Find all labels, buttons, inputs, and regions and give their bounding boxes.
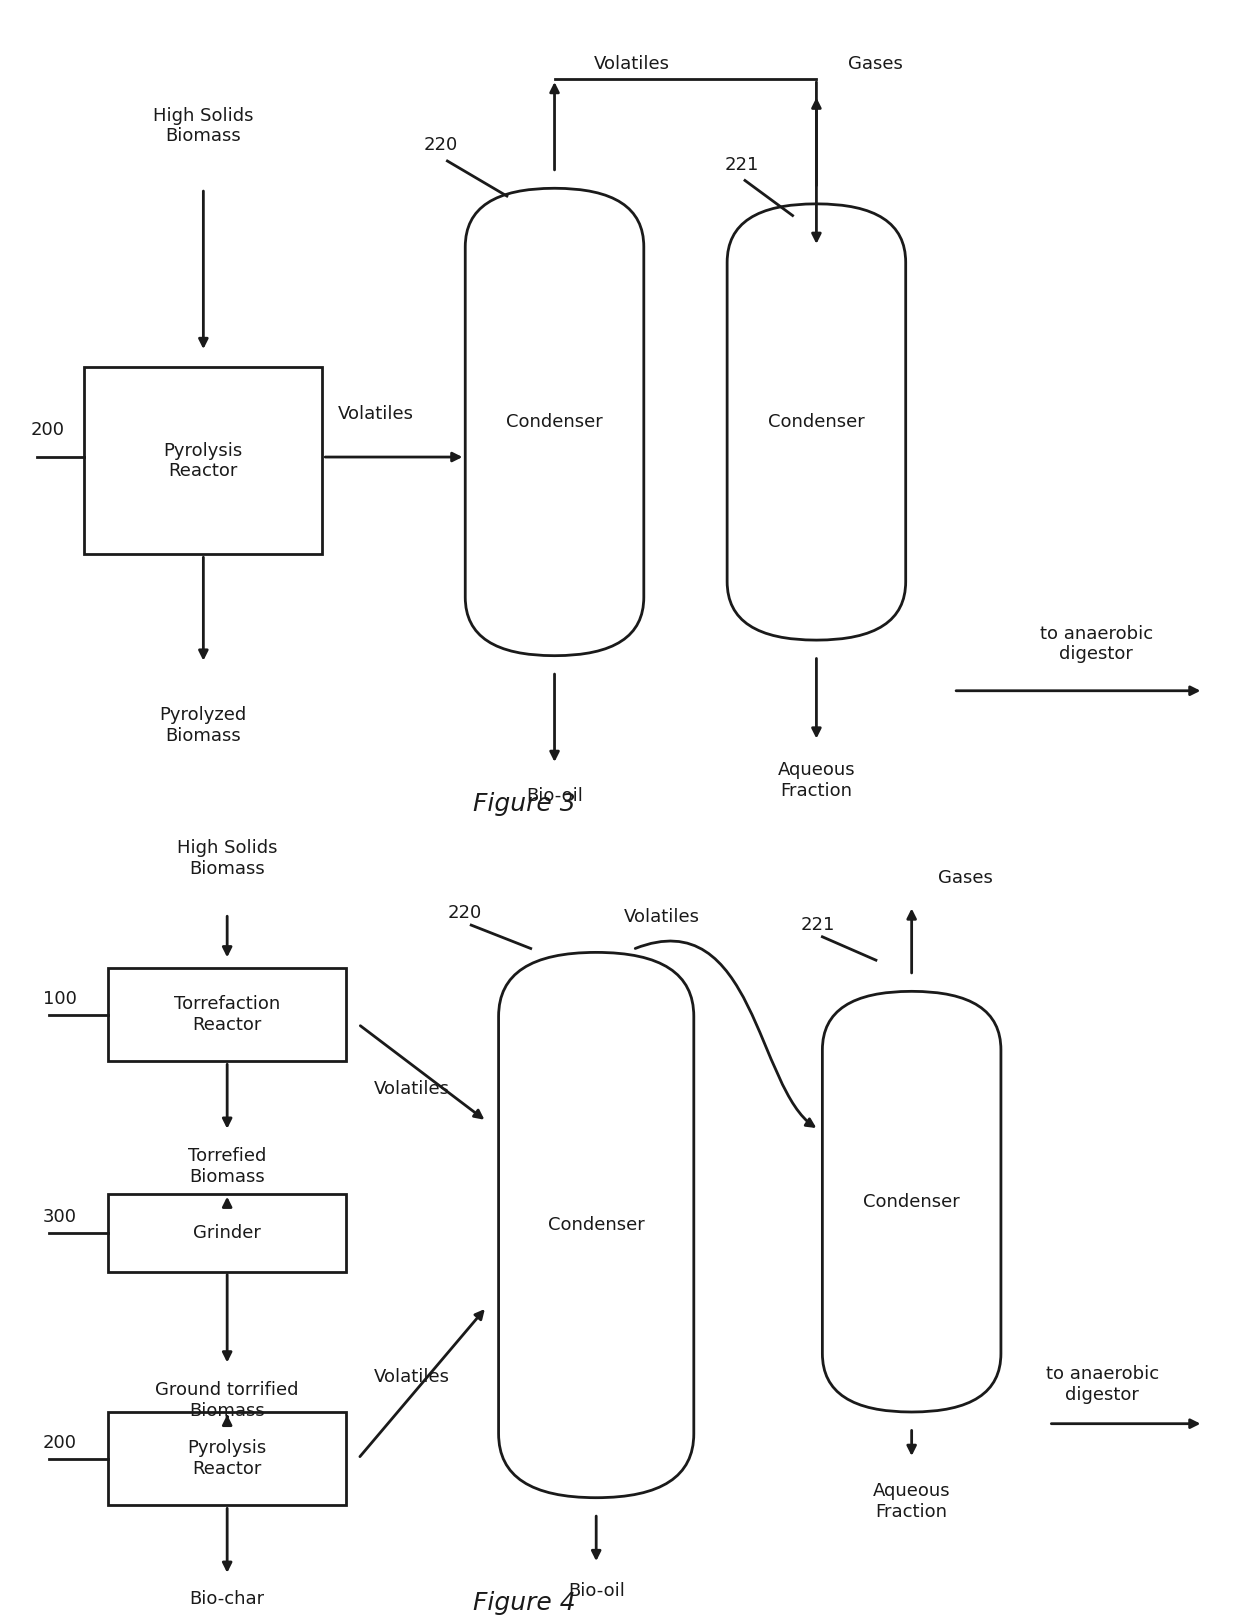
Text: 220: 220 (448, 904, 481, 922)
Text: 200: 200 (31, 420, 64, 438)
Text: Torrefied
Biomass: Torrefied Biomass (188, 1147, 267, 1186)
Text: Aqueous
Fraction: Aqueous Fraction (777, 761, 856, 800)
FancyArrowPatch shape (635, 941, 813, 1126)
Text: Figure 3: Figure 3 (474, 792, 577, 816)
Text: Condenser: Condenser (506, 412, 603, 432)
Text: Volatiles: Volatiles (339, 406, 414, 424)
FancyBboxPatch shape (498, 953, 694, 1498)
Text: Pyrolyzed
Biomass: Pyrolyzed Biomass (160, 706, 247, 745)
Text: Volatiles: Volatiles (594, 55, 670, 73)
Text: to anaerobic
digestor: to anaerobic digestor (1039, 625, 1153, 664)
FancyBboxPatch shape (108, 1412, 346, 1506)
Text: Volatiles: Volatiles (373, 1079, 450, 1097)
Text: 300: 300 (42, 1208, 77, 1227)
Text: 221: 221 (724, 156, 759, 174)
FancyBboxPatch shape (727, 204, 905, 639)
Text: 221: 221 (801, 915, 836, 935)
Text: Grinder: Grinder (193, 1224, 262, 1242)
Text: Aqueous
Fraction: Aqueous Fraction (873, 1482, 951, 1521)
FancyBboxPatch shape (465, 188, 644, 656)
Text: Condenser: Condenser (863, 1193, 960, 1211)
Text: Bio-oil: Bio-oil (568, 1582, 625, 1600)
Text: Bio-oil: Bio-oil (526, 787, 583, 805)
FancyBboxPatch shape (84, 367, 322, 555)
Text: Condenser: Condenser (548, 1216, 645, 1233)
Text: High Solids
Biomass: High Solids Biomass (177, 839, 278, 878)
Text: 220: 220 (424, 136, 458, 154)
Text: Ground torrified
Biomass: Ground torrified Biomass (155, 1381, 299, 1420)
Text: to anaerobic
digestor: to anaerobic digestor (1045, 1365, 1158, 1404)
Text: Figure 4: Figure 4 (474, 1591, 577, 1615)
Text: Condenser: Condenser (768, 412, 864, 432)
FancyBboxPatch shape (822, 992, 1001, 1412)
Text: Gases: Gases (937, 870, 993, 888)
Text: Gases: Gases (848, 55, 904, 73)
Text: Bio-char: Bio-char (190, 1591, 264, 1608)
Text: High Solids
Biomass: High Solids Biomass (153, 107, 254, 146)
Text: Volatiles: Volatiles (373, 1368, 450, 1386)
Text: Pyrolysis
Reactor: Pyrolysis Reactor (187, 1440, 267, 1479)
Text: Pyrolysis
Reactor: Pyrolysis Reactor (164, 441, 243, 480)
Text: Torrefaction
Reactor: Torrefaction Reactor (174, 995, 280, 1034)
Text: 100: 100 (42, 990, 77, 1008)
FancyBboxPatch shape (108, 967, 346, 1061)
FancyBboxPatch shape (108, 1195, 346, 1272)
Text: Volatiles: Volatiles (624, 909, 699, 927)
Text: 200: 200 (42, 1435, 77, 1453)
